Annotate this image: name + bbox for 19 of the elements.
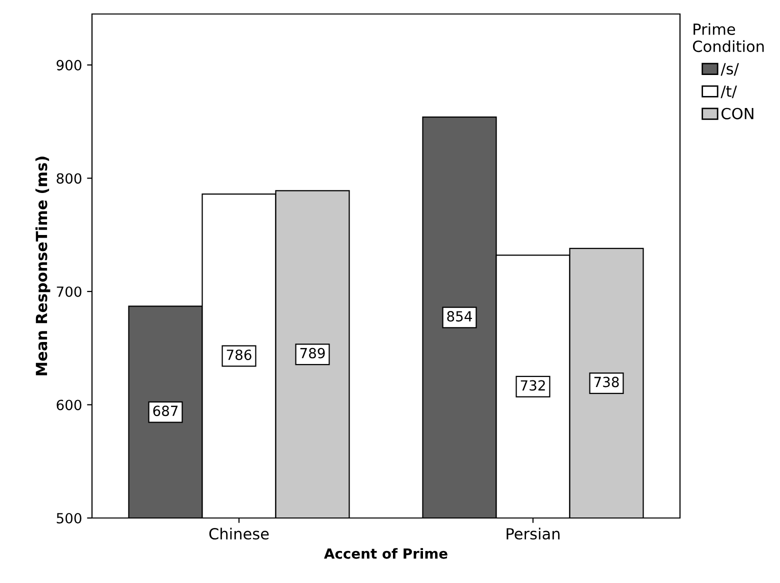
legend-label: /t/ xyxy=(720,86,737,98)
legend-label: CON xyxy=(722,108,754,120)
data-label: 786 xyxy=(226,350,252,360)
y-axis-title: Mean ResponseTime (ms) xyxy=(35,156,50,376)
y-tick-label: 500 xyxy=(56,512,82,524)
data-label: 687 xyxy=(153,406,178,416)
legend-label: /s/ xyxy=(720,63,739,76)
data-label: 854 xyxy=(447,311,472,322)
data-label: 738 xyxy=(594,376,619,388)
legend-title: Prime Condition xyxy=(692,23,764,52)
x-axis-title: Accent of Prime xyxy=(324,548,448,559)
y-tick-label: 900 xyxy=(56,60,82,70)
x-tick-label: Chinese xyxy=(209,528,269,540)
y-tick-label: 600 xyxy=(56,400,82,410)
y-tick-label: 800 xyxy=(56,173,82,184)
x-tick-label: Persian xyxy=(506,528,560,540)
y-tick-label: 700 xyxy=(56,286,82,297)
data-label: 789 xyxy=(300,348,325,358)
data-label: 732 xyxy=(520,380,545,391)
